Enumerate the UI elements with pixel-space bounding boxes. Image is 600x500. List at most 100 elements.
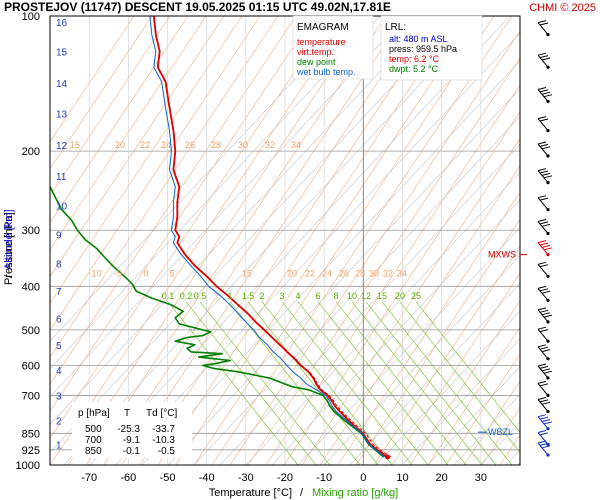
wind-barb (537, 261, 550, 278)
table-cell: -0.5 (158, 446, 176, 457)
wind-barb (537, 141, 551, 158)
wind-barb-dot (546, 274, 550, 278)
wind-barb-staff (537, 288, 549, 301)
wind-barb-staff (537, 399, 549, 412)
y-axis-title-separator: / (3, 274, 15, 278)
adiabat-label: 20 (115, 140, 125, 150)
grid-layer (50, 15, 520, 466)
adiabat-label: 0 (143, 268, 148, 278)
moist-adiabat-line (271, 199, 520, 465)
wind-barb-flag (537, 116, 547, 120)
wind-barb-staff (537, 383, 549, 396)
wind-barb-flag (537, 397, 547, 400)
adiabat-label: 15 (70, 140, 80, 150)
x-axis-title-separator: / (300, 487, 304, 499)
dry-adiabat-line (391, 272, 520, 465)
altitude-tick-label: 13 (56, 110, 68, 121)
wind-barb-flag (537, 363, 547, 367)
wind-barb-dot (546, 427, 550, 431)
dry-adiabat-line (103, 16, 405, 465)
lrl-dewpoint: dwpt: 5.2 °C (389, 64, 439, 74)
mixing-ratio-line (167, 301, 299, 465)
wind-barb-staff (537, 221, 549, 234)
adiabat-label: 24 (322, 268, 332, 278)
table-cell: -9.1 (123, 435, 141, 446)
mixing-ratio-label: 12 (361, 291, 371, 301)
dry-adiabat-line (319, 165, 520, 465)
wind-barb-flag (539, 309, 549, 313)
moist-adiabat-line (50, 16, 381, 370)
lrl-heading: LRL: (385, 22, 406, 33)
y-axis-title-pressure: Pressure [hPa] (3, 212, 15, 285)
wind-barb (537, 344, 551, 361)
dry-adiabat-line (50, 16, 135, 143)
wind-barb-dot (546, 409, 550, 414)
temperature-tick-label: -70 (81, 472, 97, 484)
wind-barb-staff (537, 432, 549, 445)
moist-adiabat-line (479, 421, 520, 465)
dry-adiabat-line (157, 16, 459, 465)
wind-barb-dot (546, 181, 550, 185)
wind-barb-flag (537, 219, 547, 222)
dry-adiabat-line (554, 16, 600, 465)
mixing-ratio-label: 1.5 (242, 291, 255, 301)
pressure-tick-label: 925 (22, 445, 40, 457)
wind-barbs-layer (537, 20, 553, 457)
wind-barb (537, 240, 553, 257)
mixing-ratio-line (281, 301, 413, 465)
dry-adiabat-line (355, 219, 520, 465)
lrl-box (380, 15, 483, 81)
table-cell: 500 (85, 424, 102, 435)
moist-adiabat-line (532, 16, 600, 465)
altitude-tick-label: 8 (56, 260, 62, 271)
wind-barb (537, 363, 553, 380)
altitude-tick-label: 15 (56, 48, 68, 59)
levels-table: p [hPa] T Td [°C] 500 -25.3 -33.7 700 -9… (72, 402, 192, 458)
temperature-tick-label: 0 (360, 472, 366, 484)
mixing-ratio-label: 25 (411, 291, 421, 301)
dry-adiabat-line (193, 16, 495, 465)
wind-barb-flag (537, 326, 547, 330)
legend: EMAGRAM temperature virt.temp. dew point… (292, 15, 374, 80)
wind-barb (537, 430, 550, 447)
wind-barb-staff (537, 365, 549, 379)
moist-adiabat-line (141, 60, 520, 465)
wind-barb (537, 87, 553, 104)
wind-barb-dot (546, 298, 550, 302)
wind-barb-dot (546, 129, 550, 133)
moist-adiabat-line (89, 16, 511, 465)
adiabat-label: 20 (287, 268, 297, 278)
moist-adiabat-line (584, 16, 600, 465)
wind-barb-flag (541, 419, 551, 422)
altitude-tick-label: 16 (56, 18, 68, 29)
lrl-pressure: press: 959.5 hPa (389, 44, 457, 54)
altitude-tick-label: 14 (56, 79, 68, 90)
dry-adiabat-line (463, 380, 520, 465)
wind-barb-staff (537, 143, 549, 157)
moist-adiabat-line (50, 16, 355, 342)
moist-adiabat-line (375, 310, 520, 465)
dry-adiabat-line (481, 407, 520, 465)
wind-barb-flag (541, 172, 551, 176)
table-cell: 850 (85, 446, 102, 457)
wind-barb-staff (537, 328, 549, 342)
dry-adiabat-line (265, 84, 520, 465)
wind-barb-dot (546, 33, 550, 37)
adiabat-label: 5 (169, 268, 174, 278)
adiabat-label: 30 (369, 268, 379, 278)
wind-barb-flag (539, 22, 549, 26)
wind-barb (537, 285, 551, 302)
wind-barb-flag (539, 197, 549, 201)
wind-barb-flag (543, 370, 553, 374)
wind-barb-flag (539, 442, 549, 446)
wind-barb-flag (539, 383, 549, 387)
wind-barb (537, 52, 551, 69)
dry-adiabat-line (50, 16, 225, 277)
wind-barb-flag (537, 87, 547, 90)
altitude-tick-label: 11 (56, 172, 67, 183)
wind-barb-staff (537, 263, 549, 277)
altitude-tick-label: 9 (56, 231, 62, 242)
mixing-ratio-line (335, 301, 467, 465)
mixing-ratio-line (365, 301, 497, 465)
